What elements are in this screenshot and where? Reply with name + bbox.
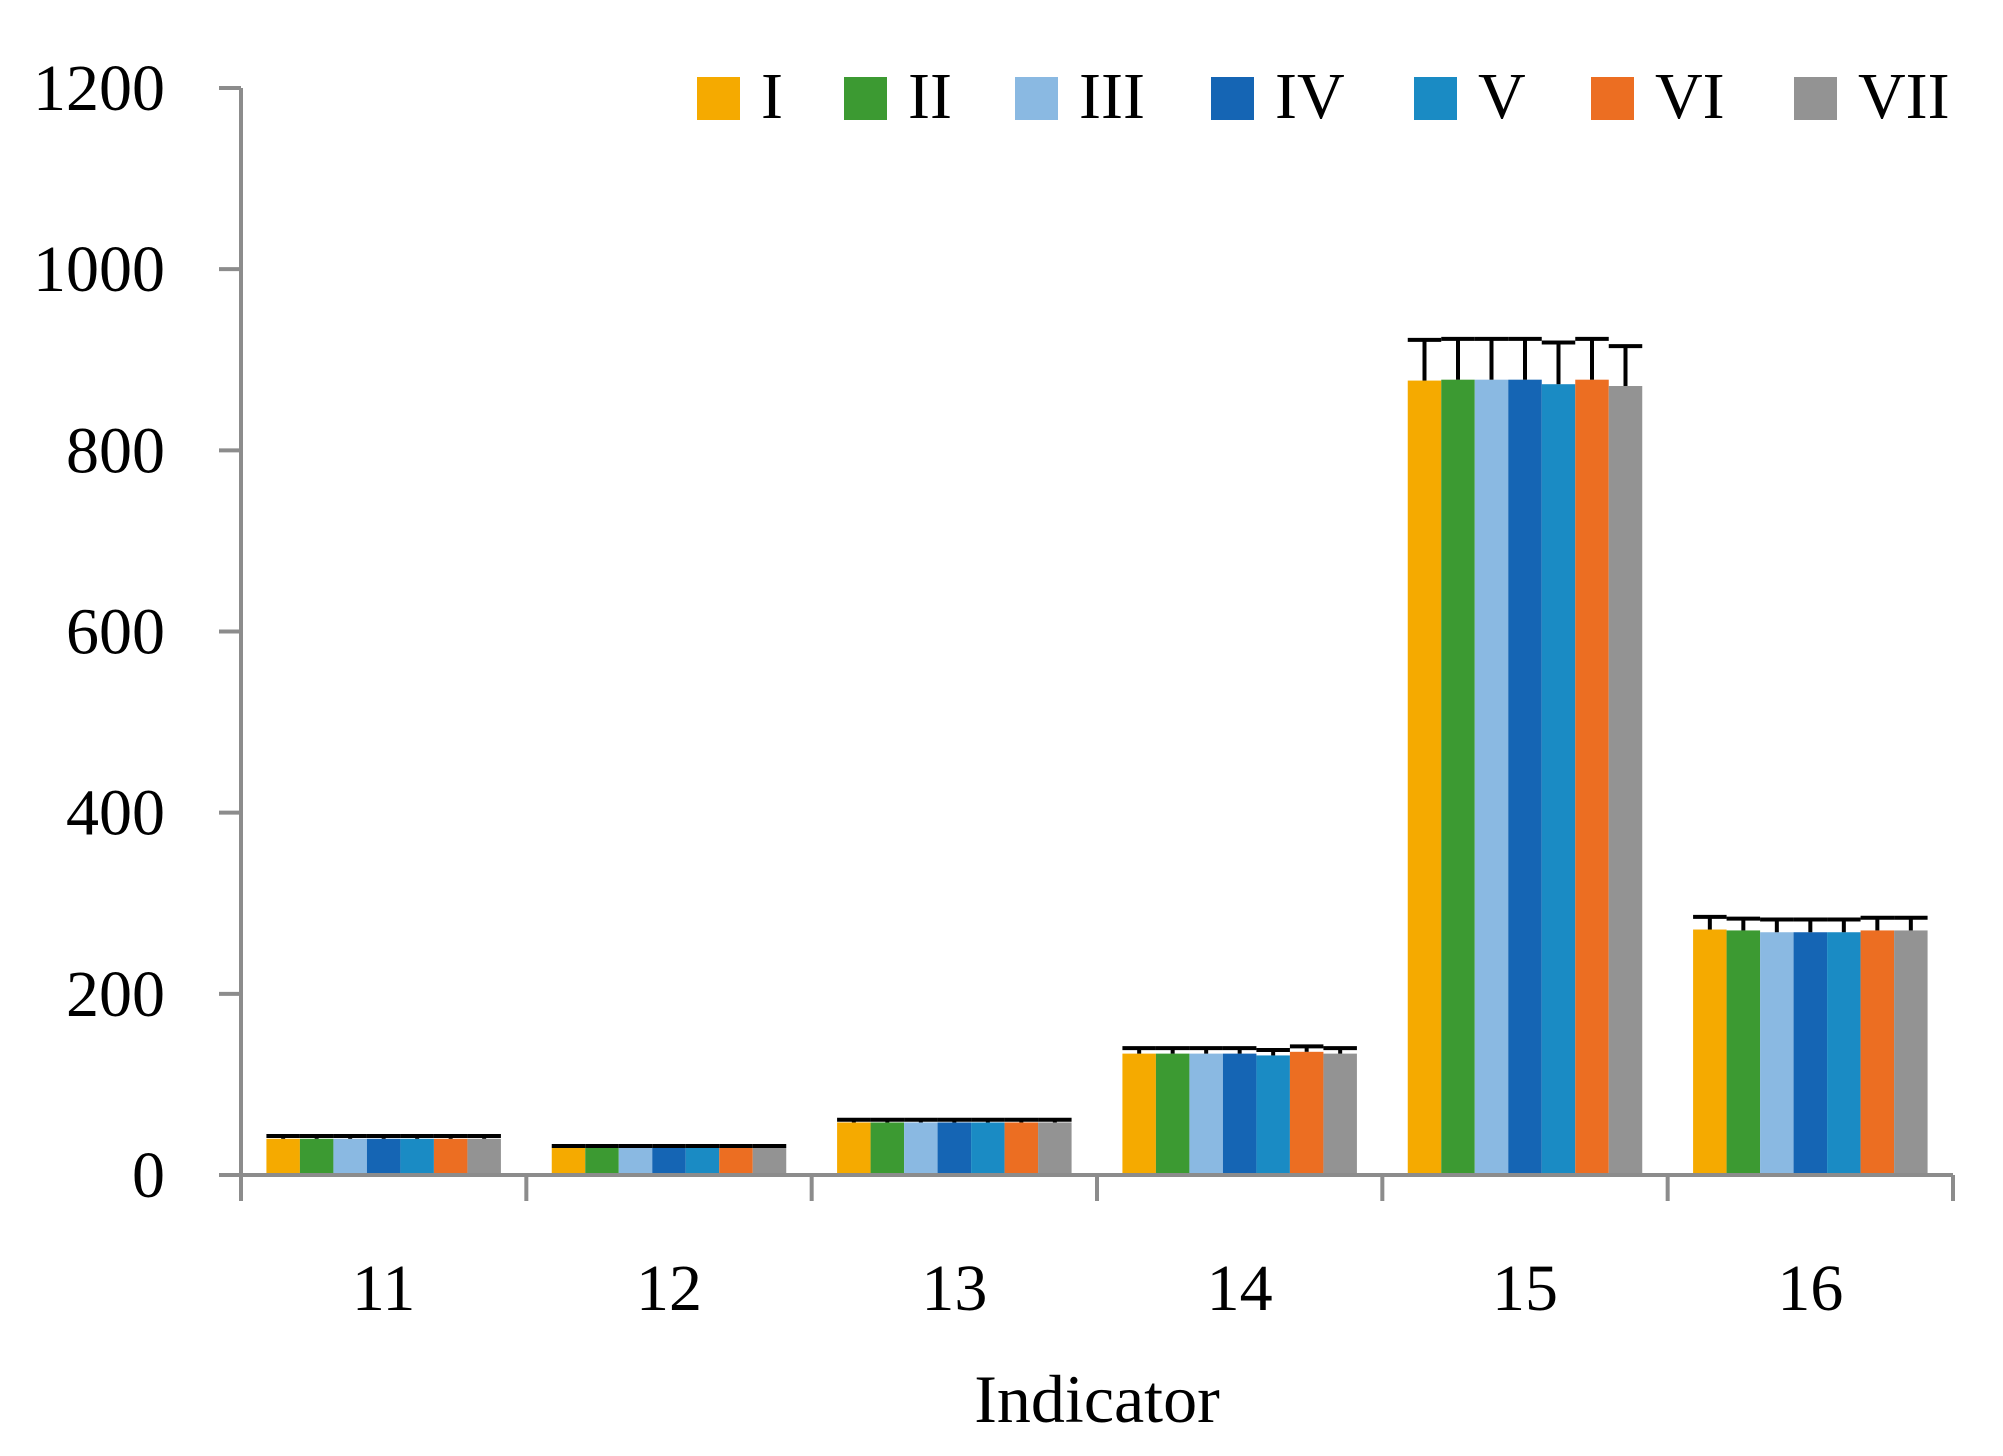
bar-II-11 [299,1138,334,1175]
x-category-label: 13 [921,1252,987,1325]
bars-layer [266,379,1928,1175]
legend-swatch [1015,77,1058,120]
bar-IV-15 [1508,379,1542,1175]
legend-label: IV [1275,60,1345,133]
y-tick-label: 1000 [33,233,165,306]
x-category-label: 12 [636,1252,702,1325]
bar-V-15 [1541,384,1576,1175]
bar-VI-15 [1575,379,1609,1175]
legend-label: VII [1858,60,1950,133]
bar-I-12 [551,1147,586,1175]
legend-item-V: V [1414,60,1526,133]
legend-label: V [1478,60,1526,133]
bar-I-11 [266,1138,300,1175]
bar-IV-12 [652,1147,686,1175]
bar-IV-13 [937,1122,972,1175]
x-category-label: 16 [1777,1252,1843,1325]
legend-label: II [908,60,952,133]
bar-VII-14 [1323,1053,1357,1175]
error-bars-layer [266,336,1928,1149]
legend-item-VI: VI [1591,60,1725,133]
x-category-label: 11 [352,1252,416,1325]
bar-V-14 [1256,1055,1290,1175]
bar-I-14 [1122,1053,1156,1175]
bar-III-16 [1760,932,1794,1175]
bar-VII-15 [1608,386,1643,1175]
legend-label: I [761,60,783,133]
y-tick-label: 400 [66,777,165,850]
y-tick-label: 0 [132,1139,165,1212]
bar-II-15 [1441,379,1475,1175]
legend-swatch [1794,77,1837,120]
bar-II-16 [1726,930,1761,1175]
bar-IV-11 [366,1138,401,1175]
bar-V-11 [400,1138,434,1175]
bar-V-13 [971,1122,1005,1175]
bar-V-16 [1827,932,1861,1175]
bar-VII-12 [752,1147,787,1175]
bar-VII-16 [1894,930,1928,1175]
x-axis-title: Indicator [974,1361,1220,1437]
legend-item-III: III [1015,60,1145,133]
y-axis-ticks: 0 200 400 600 800 1000 1200 [33,52,241,1212]
x-category-label: 15 [1492,1252,1558,1325]
legend-label: III [1079,60,1145,133]
bar-III-11 [333,1138,367,1175]
bar-VI-13 [1004,1122,1039,1175]
legend-swatch [1591,77,1634,120]
bar-III-13 [904,1122,938,1175]
legend-label: VI [1655,60,1725,133]
bar-VI-11 [433,1138,468,1175]
bar-IV-16 [1793,932,1828,1175]
bar-II-12 [585,1147,619,1175]
y-tick-label: 200 [66,958,165,1031]
bar-VI-12 [719,1147,753,1175]
legend-item-VII: VII [1794,60,1950,133]
bar-VII-13 [1038,1122,1072,1175]
bar-I-13 [837,1122,871,1175]
legend-swatch [844,77,887,120]
bar-VI-16 [1860,930,1895,1175]
y-tick-label: 1200 [33,52,165,125]
bar-III-15 [1474,379,1509,1175]
x-axis-ticks: 11 12 13 14 15 16 [239,1175,1955,1325]
x-category-label: 14 [1207,1252,1273,1325]
bar-I-15 [1407,380,1442,1175]
axes-layer [219,88,1953,1177]
legend-item-IV: IV [1211,60,1345,133]
bar-II-13 [870,1122,905,1175]
y-tick-label: 600 [66,596,165,669]
legend-swatch [697,77,740,120]
bar-I-16 [1693,929,1727,1175]
bar-II-14 [1155,1053,1190,1175]
legend-item-I: I [697,60,783,133]
bar-VII-11 [467,1138,501,1175]
y-tick-label: 800 [66,414,165,487]
bar-IV-14 [1222,1053,1257,1175]
legend-item-II: II [844,60,952,133]
legend-swatch [1211,77,1254,120]
bar-VI-14 [1289,1051,1324,1175]
legend-swatch [1414,77,1457,120]
bar-V-12 [685,1147,720,1175]
bar-III-12 [618,1147,653,1175]
bar-III-14 [1189,1053,1223,1175]
legend: I II III IV V VI VII [697,60,1950,133]
